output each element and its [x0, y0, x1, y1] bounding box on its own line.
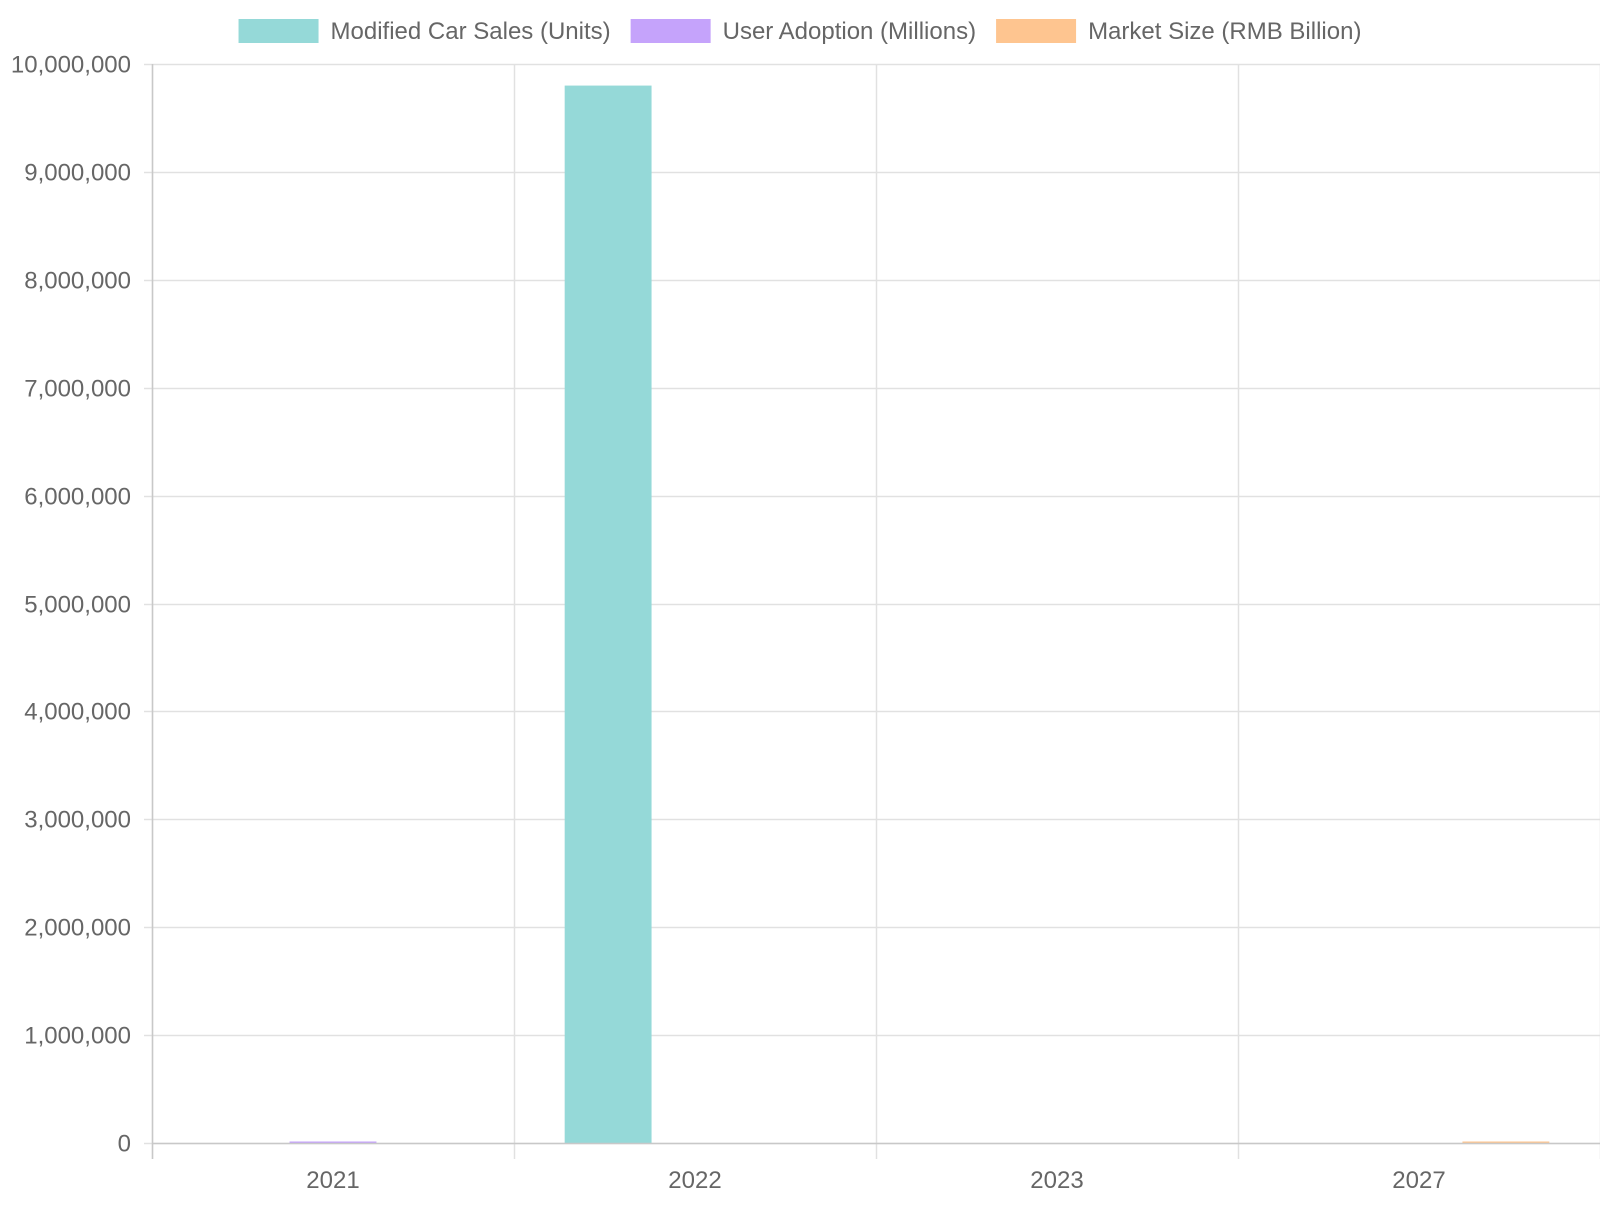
y-tick-label: 4,000,000 — [24, 699, 131, 726]
legend-label-2[interactable]: Market Size (RMB Billion) — [1088, 18, 1361, 45]
legend-label-0[interactable]: Modified Car Sales (Units) — [331, 18, 611, 45]
legend-label-1[interactable]: User Adoption (Millions) — [723, 18, 976, 45]
y-tick-label: 1,000,000 — [24, 1023, 131, 1050]
grid-lines — [151, 63, 1600, 1159]
bar-2022-0[interactable] — [564, 85, 652, 1144]
x-tick-label: 2027 — [1392, 1167, 1445, 1194]
y-tick-label: 3,000,000 — [24, 807, 131, 834]
axes: 0 1,000,000 2,000,000 3,000,000 4,000,000 5,0… — [11, 52, 1600, 1194]
y-tick-label: 7,000,000 — [24, 376, 131, 403]
y-tick-label: 6,000,000 — [24, 484, 131, 511]
x-tick-label: 2022 — [668, 1167, 721, 1194]
bar-2027-2[interactable] — [1462, 1141, 1550, 1144]
legend[interactable]: Modified Car Sales (Units) User Adoption … — [238, 18, 1362, 45]
x-tick-label: 2021 — [306, 1167, 359, 1194]
bars — [289, 85, 1550, 1144]
legend-swatch-1[interactable] — [630, 19, 711, 43]
y-tick-label: 9,000,000 — [24, 160, 131, 187]
legend-swatch-0[interactable] — [238, 19, 319, 43]
y-tick-label: 5,000,000 — [24, 592, 131, 619]
bar-2021-1[interactable] — [289, 1141, 377, 1144]
y-tick-label: 10,000,000 — [11, 52, 131, 79]
x-tick-label: 2023 — [1030, 1167, 1083, 1194]
y-tick-label: 2,000,000 — [24, 915, 131, 942]
y-tick-label: 8,000,000 — [24, 268, 131, 295]
y-tick-label: 0 — [118, 1131, 131, 1158]
legend-swatch-2[interactable] — [996, 19, 1077, 43]
